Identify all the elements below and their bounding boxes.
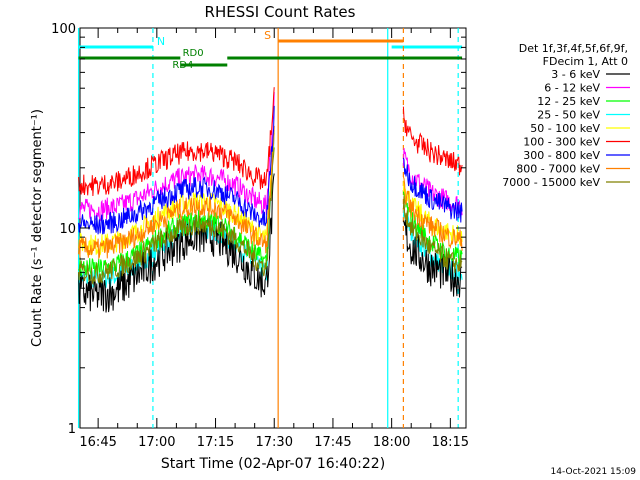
legend-label: 50 - 100 keV	[530, 122, 600, 135]
y-tick-label: 100	[51, 22, 76, 37]
x-axis: 16:45 17:00 17:15 17:30 17:45 18:00 18:15	[79, 28, 469, 450]
series-line-100-300-kev	[402, 106, 463, 176]
series-line-7000-15000-kev	[402, 196, 463, 273]
legend-label: 7000 - 15000 keV	[502, 176, 600, 189]
legend-label: 3 - 6 keV	[551, 68, 600, 81]
series-line-800-7000-kev	[78, 125, 275, 260]
series-group	[78, 87, 463, 313]
series-line-100-300-kev	[78, 87, 275, 197]
legend-label: 800 - 7000 keV	[516, 163, 600, 176]
timestamp: 14-Oct-2021 15:09	[551, 467, 637, 477]
x-tick-label: 17:30	[256, 435, 293, 450]
x-axis-label: Start Time (02-Apr-07 16:40:22)	[161, 456, 385, 472]
legend-label: 300 - 800 keV	[523, 149, 600, 162]
legend: Det 1f,3f,4f,5f,6f,9f,FDecim 1, Att 03 -…	[502, 42, 630, 189]
series-line-6-12-kev	[78, 91, 275, 223]
y-tick-label: 1	[68, 422, 76, 437]
y-axis-label: Count Rate (s⁻¹ detector segment⁻¹)	[30, 109, 45, 347]
series-line-300-800-kev	[78, 105, 275, 235]
detector-info-line: FDecim 1, Att 0	[543, 55, 628, 68]
x-tick-label: 18:00	[373, 435, 410, 450]
series-line-50-100-kev	[402, 180, 463, 246]
legend-label: 100 - 300 keV	[523, 136, 600, 149]
saa-label: S	[264, 29, 271, 42]
night-label: N	[157, 35, 165, 48]
legend-label: 12 - 25 keV	[537, 95, 600, 108]
series-line-300-800-kev	[402, 157, 463, 223]
x-tick-label: 17:15	[197, 435, 234, 450]
detector-info-line: Det 1f,3f,4f,5f,6f,9f,	[519, 42, 628, 55]
chart-title: RHESSI Count Rates	[205, 3, 356, 21]
decimation-label: RD0	[183, 48, 204, 59]
series-line-3-6-kev	[402, 219, 463, 298]
x-tick-label: 17:00	[138, 435, 175, 450]
legend-label: 6 - 12 keV	[544, 82, 600, 95]
series-line-800-7000-kev	[402, 176, 463, 251]
x-tick-label: 17:45	[314, 435, 351, 450]
decimation-label: RD4	[172, 60, 193, 71]
y-tick-label: 10	[59, 222, 76, 237]
y-axis: 1 10 100	[51, 22, 466, 437]
x-tick-label: 16:45	[79, 435, 116, 450]
series-line-7000-15000-kev	[78, 147, 275, 286]
legend-label: 25 - 50 keV	[537, 109, 600, 122]
x-tick-label: 18:15	[432, 435, 469, 450]
